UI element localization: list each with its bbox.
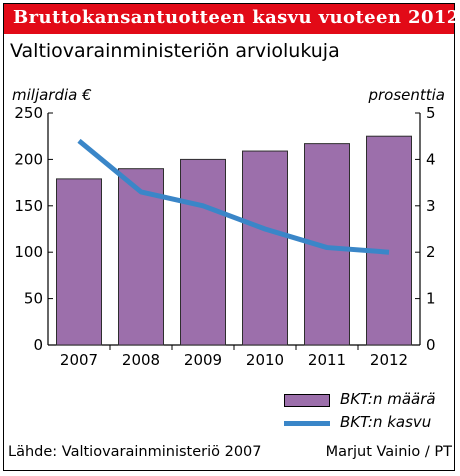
- legend-swatch-bar: [284, 394, 330, 407]
- y-left-axis-label: miljardia €: [12, 86, 92, 104]
- y-left-tick-label: 250: [14, 104, 43, 122]
- author-credit: Marjut Vainio / PT: [325, 444, 452, 460]
- bar: [118, 168, 164, 346]
- title-bar: Bruttokansantuotteen kasvu vuoteen 2012: [4, 4, 459, 34]
- growth-line: [77, 138, 390, 255]
- y-right-tick-label: 5: [426, 104, 436, 122]
- y-right-tick-label: 1: [426, 290, 436, 308]
- y-right-tick-label: 3: [426, 197, 436, 215]
- legend-swatch-line: [284, 421, 330, 426]
- legend-label-bar: BKT:n määrä: [340, 390, 436, 408]
- legend-label-line: BKT:n kasvu: [340, 413, 432, 431]
- y-right-tick-label: 0: [426, 336, 436, 354]
- x-tick-label: 2010: [246, 351, 284, 369]
- y-left-tick-label: 0: [33, 336, 43, 354]
- y-right-tick-label: 4: [426, 150, 436, 168]
- chart-title: Bruttokansantuotteen kasvu vuoteen 2012: [13, 7, 460, 28]
- bar: [366, 135, 412, 346]
- x-tick-label: 2011: [308, 351, 346, 369]
- bar: [180, 158, 226, 346]
- bar: [242, 150, 288, 346]
- source-note: Lähde: Valtiovarainministeriö 2007: [8, 444, 262, 460]
- y-left-tick-label: 50: [24, 290, 43, 308]
- x-tick-label: 2012: [370, 351, 408, 369]
- x-tick-label: 2008: [122, 351, 160, 369]
- y-left-tick-label: 150: [14, 197, 43, 215]
- y-right-axis-label: prosenttia: [368, 86, 445, 104]
- x-tick-label: 2009: [184, 351, 222, 369]
- y-left-tick-label: 100: [14, 243, 43, 261]
- y-right-tick-label: 2: [426, 243, 436, 261]
- x-tick-label: 2007: [60, 351, 98, 369]
- bar: [56, 178, 102, 346]
- chart-subtitle: Valtiovarainministeriön arviolukuja: [10, 40, 340, 62]
- y-left-tick-label: 200: [14, 150, 43, 168]
